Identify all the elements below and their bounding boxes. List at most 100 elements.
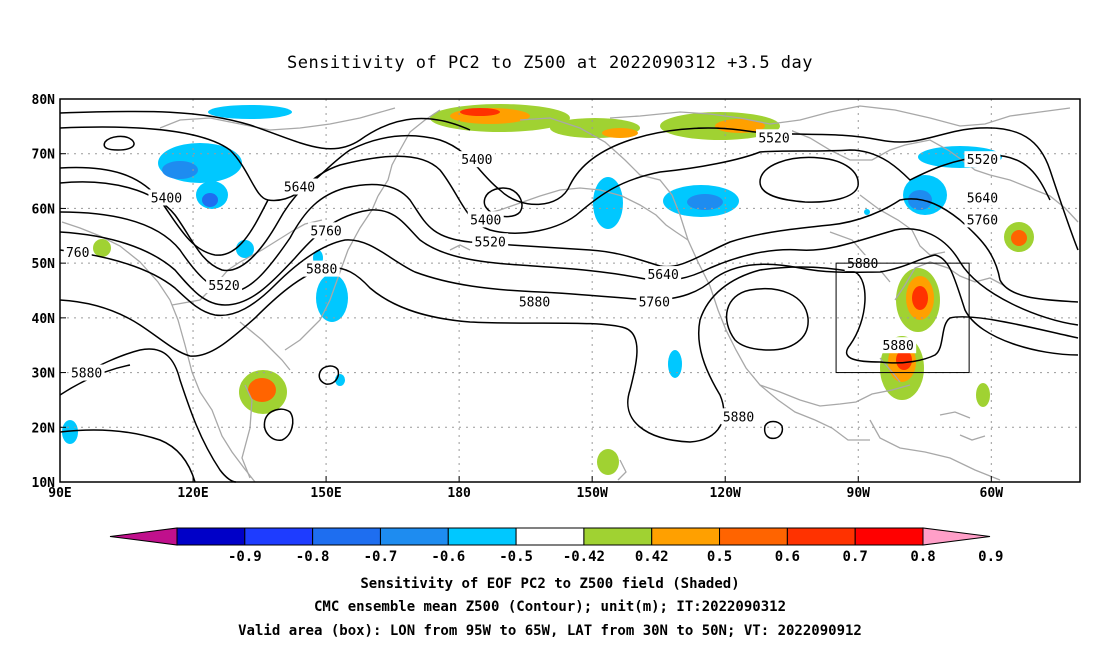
lat-tick-label: 60N bbox=[32, 202, 56, 217]
contour-label: 5880 bbox=[723, 410, 754, 425]
lat-tick-label: 70N bbox=[32, 148, 56, 163]
contour-label-bg bbox=[467, 211, 504, 228]
colorbar-tick-label: -0.9 bbox=[228, 549, 262, 565]
sensitivity-patch bbox=[208, 105, 292, 119]
contour-label-bg bbox=[458, 151, 495, 168]
lat-tick-label: 20N bbox=[32, 421, 56, 436]
contour-label-bg bbox=[303, 260, 340, 277]
contour-label: 5520 bbox=[208, 279, 239, 294]
colorbar: -0.9 -0.8 -0.7 -0.6 -0.5 -0.42 0.42 0.5 0.6 0.7 0.… bbox=[109, 527, 1003, 565]
sensitivity-patch bbox=[602, 128, 638, 138]
lat-tick-label: 80N bbox=[32, 93, 56, 108]
colorbar-tick-label: -0.5 bbox=[499, 549, 533, 565]
contour-label: 5400 bbox=[151, 191, 182, 206]
latitude-ticks: 80N 70N 60N 50N 40N 30N 20N 10N bbox=[32, 93, 66, 491]
sensitivity-patch bbox=[316, 274, 348, 322]
colorbar-swatch bbox=[447, 527, 517, 546]
caption-line-2: CMC ensemble mean Z500 (Contour); unit(m… bbox=[314, 599, 786, 615]
contour-label-bg bbox=[964, 189, 1001, 206]
contour-label: 5640 bbox=[967, 191, 998, 206]
lat-tick-label: 50N bbox=[32, 257, 56, 272]
contour-label-bg bbox=[636, 293, 673, 310]
colorbar-swatch bbox=[786, 527, 856, 546]
colorbar-swatch bbox=[719, 527, 788, 546]
longitude-ticks: 90E 120E 150E 180 150W 120W 90W 60W bbox=[48, 476, 1003, 501]
z500-contours bbox=[59, 110, 1079, 483]
sensitivity-patch bbox=[62, 420, 78, 444]
lat-tick-label: 40N bbox=[32, 312, 56, 327]
lon-tick-label: 150W bbox=[577, 486, 608, 501]
lat-tick-label: 10N bbox=[32, 476, 56, 491]
contour-label: 5760 bbox=[967, 213, 998, 228]
colorbar-tick-label: -0.42 bbox=[563, 549, 605, 565]
sensitivity-patch bbox=[162, 161, 198, 179]
sensitivity-patch bbox=[687, 194, 723, 210]
sensitivity-patch bbox=[1011, 230, 1027, 246]
contour-label-bg bbox=[148, 189, 185, 206]
contour-label-bg bbox=[756, 129, 792, 146]
colorbar-tick-label: -0.8 bbox=[296, 549, 330, 565]
sensitivity-patch bbox=[202, 193, 218, 207]
sensitivity-patch bbox=[597, 449, 619, 475]
contour-label: 5520 bbox=[475, 235, 506, 250]
contour-label-bg bbox=[63, 244, 92, 261]
sensitivity-patch bbox=[668, 350, 682, 378]
colorbar-tick-label: 0.7 bbox=[843, 549, 868, 565]
sensitivity-patch bbox=[976, 383, 990, 407]
contour-label-bg bbox=[516, 293, 553, 310]
colorbar-tick-label: -0.7 bbox=[364, 549, 398, 565]
sensitivity-patch bbox=[864, 209, 870, 215]
caption-line-3: Valid area (box): LON from 95W to 65W, L… bbox=[238, 623, 862, 639]
sensitivity-patch bbox=[93, 239, 111, 257]
colorbar-min-arrow bbox=[109, 527, 178, 546]
contour-label: 5400 bbox=[461, 153, 492, 168]
colorbar-swatch bbox=[176, 527, 246, 546]
colorbar-max-arrow bbox=[922, 527, 991, 546]
contour-label-bg bbox=[645, 266, 682, 283]
contour-label: 5400 bbox=[470, 213, 501, 228]
valid-area-box bbox=[835, 262, 970, 374]
contour-label-bg bbox=[880, 337, 917, 354]
contour-label: 5880 bbox=[71, 367, 102, 382]
lat-tick-label: 30N bbox=[32, 367, 56, 382]
colorbar-swatch bbox=[312, 527, 381, 546]
colorbar-tick-label: 0.42 bbox=[635, 549, 669, 565]
contour-label-bg bbox=[68, 364, 105, 381]
contour-label-bg bbox=[206, 277, 243, 294]
sensitivity-patch bbox=[460, 108, 500, 116]
colorbar-swatch bbox=[379, 527, 449, 546]
sensitivity-patch bbox=[896, 350, 912, 370]
contour-label-bg bbox=[720, 408, 757, 425]
colorbar-tick-label: 0.8 bbox=[910, 549, 935, 565]
caption-line-1: Sensitivity of EOF PC2 to Z500 field (Sh… bbox=[360, 576, 739, 592]
contour-label-bg bbox=[472, 233, 509, 250]
lon-tick-label: 90W bbox=[847, 486, 871, 501]
map-frame bbox=[59, 98, 1081, 483]
colorbar-swatch bbox=[854, 527, 924, 546]
contour-label: 5880 bbox=[519, 295, 550, 310]
lon-tick-label: 150E bbox=[310, 486, 341, 501]
lon-tick-label: 60W bbox=[980, 486, 1004, 501]
colorbar-swatch bbox=[583, 527, 653, 546]
lon-tick-label: 120W bbox=[710, 486, 741, 501]
coastlines bbox=[61, 105, 1079, 483]
contour-label-bg bbox=[964, 151, 1001, 168]
chart-title: Sensitivity of PC2 to Z500 at 2022090312… bbox=[287, 53, 813, 73]
colorbar-tick-label: 0.9 bbox=[978, 549, 1003, 565]
lon-tick-label: 90E bbox=[48, 486, 71, 501]
colorbar-swatch bbox=[244, 527, 314, 546]
colorbar-tick-label: 0.6 bbox=[775, 549, 800, 565]
colorbar-tick-label: -0.6 bbox=[431, 549, 465, 565]
colorbar-swatch bbox=[651, 527, 721, 546]
contour-label: 5520 bbox=[967, 153, 998, 168]
map-panel: 5520 5400 5520 5400 5640 5640 5400 5760 5760 5520… bbox=[32, 93, 1081, 501]
contour-label: 5640 bbox=[647, 268, 678, 283]
contour-label: 760 bbox=[66, 246, 89, 261]
contour-label: 5760 bbox=[310, 224, 341, 239]
colorbar-tick-label: 0.5 bbox=[707, 549, 732, 565]
sensitivity-patch bbox=[912, 286, 928, 310]
contour-label-bg bbox=[964, 211, 1001, 228]
sensitivity-patch bbox=[248, 378, 276, 402]
contour-label-bg bbox=[281, 178, 318, 195]
